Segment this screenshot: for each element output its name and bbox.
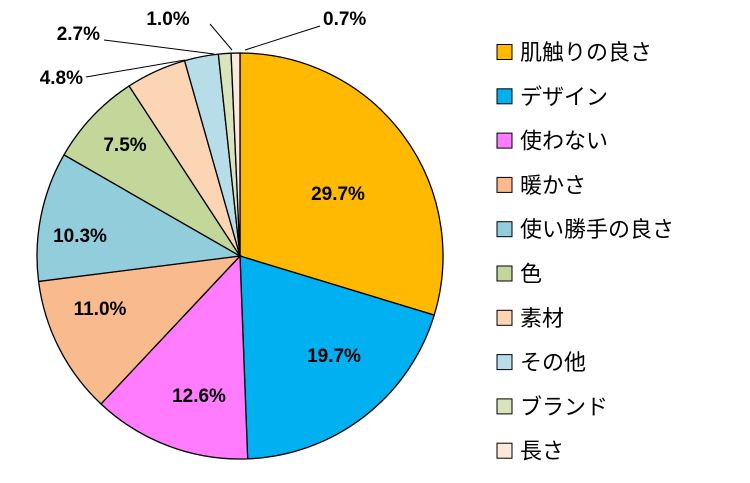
data-label: 19.7% <box>307 346 361 367</box>
legend-label: その他 <box>520 351 586 376</box>
legend-label: 肌触りの良さ <box>520 41 652 66</box>
legend-swatch <box>496 309 513 326</box>
data-label: 0.7% <box>323 9 366 30</box>
data-label: 10.3% <box>53 226 107 247</box>
legend-label: 使わない <box>520 130 608 155</box>
legend-label: デザイン <box>520 85 608 110</box>
legend-swatch <box>496 265 513 282</box>
data-labels: 29.7% 19.7% 12.6% 11.0% 10.3% 7.5% 4.8% 2.7% 1.0… <box>40 9 367 407</box>
legend-swatch <box>496 221 513 238</box>
legend-swatch <box>496 176 513 193</box>
data-label: 4.8% <box>40 68 83 89</box>
leader-line <box>244 25 321 51</box>
legend-swatch <box>496 88 513 105</box>
legend-label: 素材 <box>520 307 564 332</box>
leader-line <box>103 39 215 55</box>
legend-swatch <box>496 442 513 459</box>
data-label: 12.6% <box>172 386 226 407</box>
pie-slice <box>63 85 241 257</box>
legend-swatch <box>496 44 513 60</box>
data-label: 1.0% <box>146 9 189 30</box>
data-label: 7.5% <box>103 135 146 156</box>
legend-label: 暖かさ <box>520 174 586 199</box>
legend-label: 使い勝手の良さ <box>520 218 674 243</box>
data-label: 29.7% <box>311 184 365 205</box>
legend-swatch <box>496 354 513 371</box>
leader-line <box>209 23 233 51</box>
legend-label: ブランド <box>520 395 608 420</box>
data-label: 11.0% <box>74 299 127 320</box>
data-label: 2.7% <box>57 24 100 45</box>
legend-label: 長さ <box>520 440 564 465</box>
pie-slice <box>239 255 436 460</box>
pie-slices <box>36 52 444 460</box>
legend-label: 色 <box>520 263 542 288</box>
pie-slice <box>100 254 249 460</box>
pie-slice <box>37 255 242 405</box>
leader-line <box>85 59 186 78</box>
legend-swatch <box>496 398 513 415</box>
pie-slice <box>36 153 243 283</box>
pie-slice <box>230 52 241 257</box>
legend-swatch <box>496 132 513 149</box>
leader-lines <box>85 23 321 78</box>
pie-slice <box>239 52 444 316</box>
